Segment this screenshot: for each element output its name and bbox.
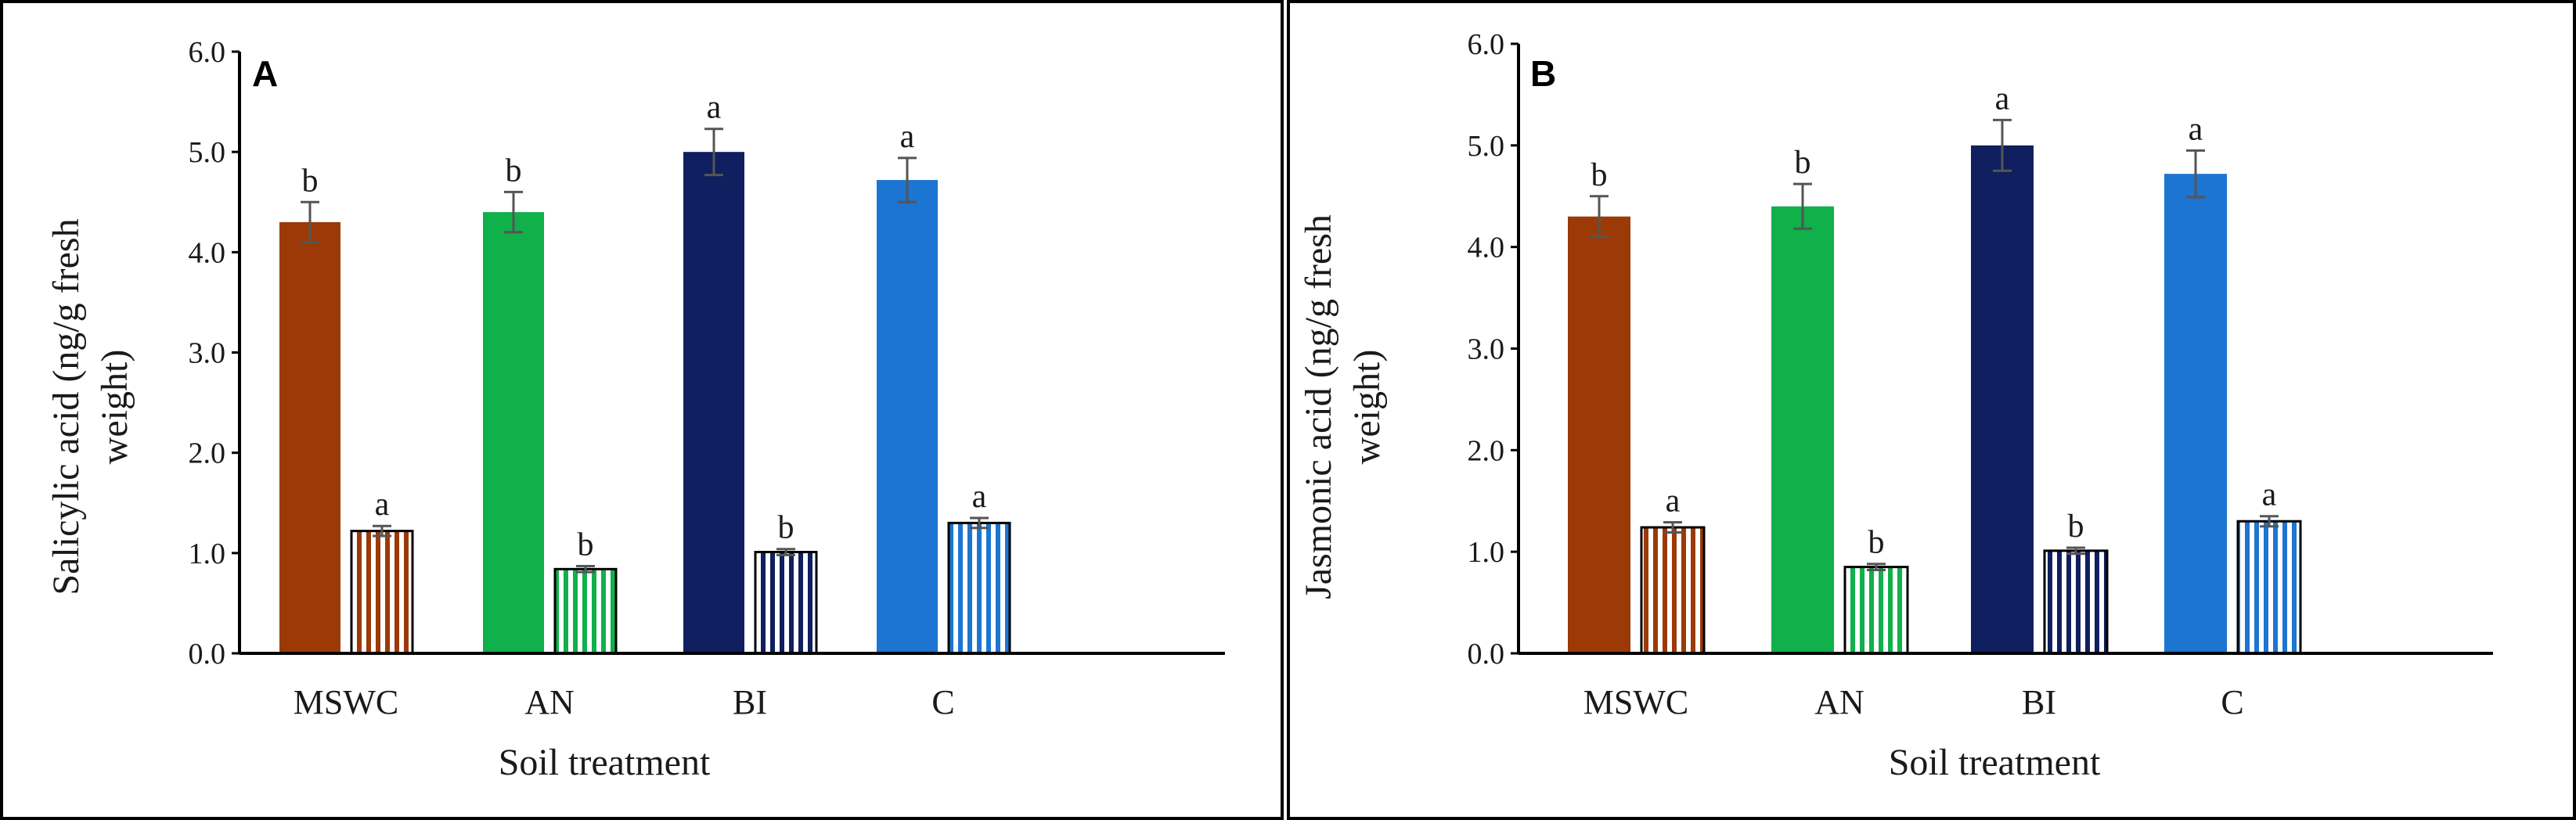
- panel-b-bar-c-striped: [2236, 520, 2302, 655]
- panel-b-plot: 0.0 1.0 2.0 3.0 4.0 5.0 6.0 b a MSWC b b AN a b BI a a C: [1468, 28, 2493, 721]
- panel-b-category-label: BI: [2022, 683, 2056, 721]
- panel-b-y-tick-label: 1.0: [1468, 536, 1505, 569]
- panel-a-significance-label: a: [707, 90, 722, 126]
- panel-a-y-tick-label: 6.0: [189, 36, 226, 69]
- panel-a-significance-label: b: [778, 510, 794, 546]
- panel-a-category-label: MSWC: [294, 683, 398, 721]
- panel-a-significance-label: b: [506, 153, 522, 189]
- panel-a-y-axis-title-line-2: weight): [94, 350, 135, 465]
- panel-a-bar-c-striped: [947, 521, 1011, 655]
- panel-b-significance-label: b: [1795, 145, 1811, 181]
- panel-b-significance-label: a: [1666, 484, 1681, 520]
- panel-a-category-label: C: [931, 683, 954, 721]
- panel-a-bar-an-solid: [483, 212, 544, 654]
- panel-b-bar-an-solid: [1771, 206, 1834, 653]
- panel-a-y-axis-title-line-1: Salicylic acid (ng/g fresh: [45, 218, 87, 595]
- panel-a: A Salicylic acid (ng/g fresh weight) Soi…: [0, 0, 1284, 820]
- panel-a-bar-bi-solid: [683, 152, 744, 653]
- panel-b-y-tick-label: 2.0: [1468, 434, 1505, 467]
- panel-a-y-tick-label: 2.0: [189, 437, 226, 470]
- panel-a-y-tick-label: 0.0: [189, 638, 226, 671]
- panel-a-significance-label: b: [578, 527, 594, 563]
- panel-a-letter: A: [252, 53, 278, 94]
- panel-a-significance-label: b: [302, 163, 319, 199]
- panel-b-significance-label: a: [2262, 477, 2277, 513]
- panel-a-category-label: AN: [524, 683, 575, 721]
- panel-a-category-label: BI: [733, 683, 767, 721]
- panel-a-bar-c-solid: [877, 180, 938, 653]
- panel-a-y-axis-title: Salicylic acid (ng/g fresh weight): [45, 218, 135, 595]
- panel-b-bar-an-striped: [1843, 566, 1909, 655]
- panel-a-significance-label: a: [375, 487, 390, 523]
- panel-b-significance-label: b: [1868, 525, 1885, 561]
- panel-a-bar-mswc-solid: [279, 221, 340, 654]
- panel-a-plot: 0.0 1.0 2.0 3.0 4.0 5.0 6.0 b a MSWC b b AN a b BI a a C: [189, 36, 1225, 721]
- panel-b-significance-label: a: [1995, 81, 2010, 117]
- panel-b-bar-bi-solid: [1971, 145, 2034, 654]
- panel-b-letter: B: [1530, 53, 1556, 94]
- panel-b-y-tick-label: 0.0: [1468, 638, 1505, 671]
- panel-b: B Jasmonic acid (ng/g fresh weight) Soil…: [1287, 0, 2576, 820]
- panel-a-y-tick-label: 3.0: [189, 337, 226, 370]
- panel-b-y-tick-label: 5.0: [1468, 130, 1505, 163]
- panel-b-y-axis-title: Jasmonic acid (ng/g fresh weight): [1298, 214, 1388, 599]
- panel-b-category-label: C: [2221, 683, 2243, 721]
- panel-b-y-axis-title-line-2: weight): [1346, 350, 1388, 465]
- panel-a-significance-label: a: [900, 119, 915, 155]
- panel-a-bar-mswc-striped: [350, 530, 414, 655]
- panel-a-bar-an-striped: [553, 567, 618, 655]
- panel-b-y-tick-label: 4.0: [1468, 232, 1505, 264]
- panel-b-bar-bi-striped: [2043, 549, 2109, 655]
- panel-b-category-label: AN: [1814, 683, 1864, 721]
- panel-a-y-tick-label: 1.0: [189, 538, 226, 570]
- panel-b-significance-label: b: [1591, 157, 1608, 193]
- panel-a-y-tick-label: 5.0: [189, 136, 226, 169]
- panel-a-x-axis-title: Soil treatment: [499, 742, 711, 783]
- panel-a-significance-label: a: [972, 479, 987, 515]
- panel-a-y-tick-label: 4.0: [189, 236, 226, 269]
- panel-a-bar-bi-striped: [754, 551, 818, 655]
- panel-a-frame: [0, 0, 1284, 820]
- panel-b-y-tick-label: 6.0: [1468, 28, 1505, 61]
- panel-b-significance-label: a: [2189, 111, 2203, 147]
- panel-b-category-label: MSWC: [1583, 683, 1688, 721]
- panel-b-x-axis-title: Soil treatment: [1889, 742, 2101, 783]
- panel-b-bar-c-solid: [2164, 174, 2227, 654]
- panel-b-y-tick-label: 3.0: [1468, 333, 1505, 366]
- panel-b-significance-label: b: [2068, 509, 2084, 545]
- panel-b-frame: [1287, 0, 2576, 820]
- panel-b-bar-mswc-solid: [1568, 216, 1630, 653]
- panel-b-bar-mswc-striped: [1640, 526, 1706, 655]
- panel-b-y-axis-title-line-1: Jasmonic acid (ng/g fresh: [1298, 214, 1339, 599]
